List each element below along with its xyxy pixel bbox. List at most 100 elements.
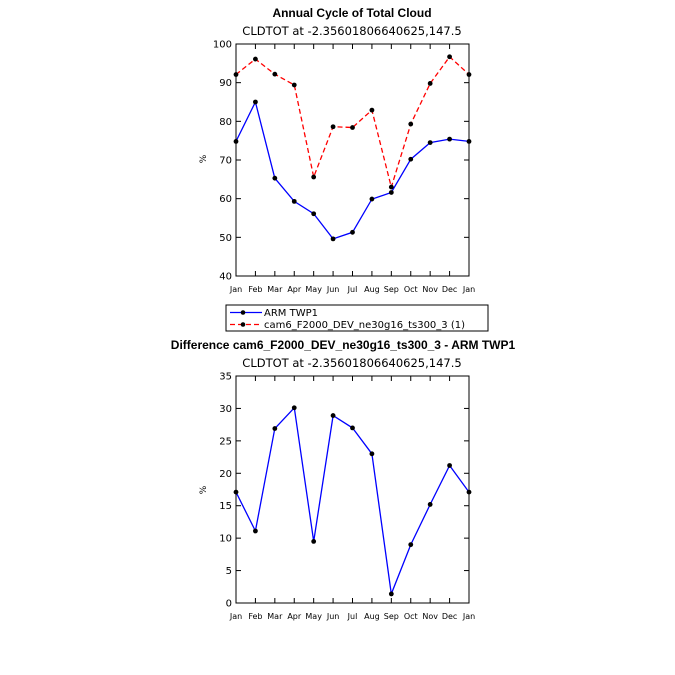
data-point [291,82,297,88]
x-tick-label: Feb [248,612,262,621]
x-tick-label: Oct [404,285,418,294]
y-tick-label: 15 [219,501,232,512]
data-point [311,538,317,544]
chart-title: Difference cam6_F2000_DEV_ne30g16_ts300_… [171,338,516,352]
x-tick-label: Aug [364,285,380,294]
legend: ARM TWP1 cam6_F2000_DEV_ne30g16_ts300_3 … [225,304,489,332]
plot-frame [235,43,470,277]
x-tick-label: Jan [462,285,475,294]
legend-label-model: cam6_F2000_DEV_ne30g16_ts300_3 (1) [264,320,465,331]
difference-chart: Difference cam6_F2000_DEV_ne30g16_ts300_… [171,338,516,621]
data-point [369,451,375,457]
data-point [272,71,278,77]
data-point [233,72,239,77]
data-point [447,136,452,142]
x-tick-label: Mar [267,285,283,294]
x-tick-label: Feb [248,285,262,294]
series-line [235,55,470,190]
data-point [388,184,394,190]
legend-box [225,304,489,332]
x-tick-label: Jan [229,612,242,621]
y-tick-label: 5 [226,566,232,577]
data-point [330,236,336,242]
y-tick-label: 25 [219,436,232,447]
y-tick-label: 40 [219,272,232,283]
data-point [330,124,336,130]
x-tick-label: Jul [347,612,358,621]
y-axis-label: % [199,154,209,163]
data-point [427,81,433,86]
x-tick-label: Jul [347,285,358,294]
x-tick-label: May [305,285,322,294]
data-point [350,229,355,235]
data-point [388,190,394,195]
x-tick-label: Nov [422,285,438,294]
x-tick-label: Dec [442,285,457,294]
data-point [311,211,317,217]
data-point [253,56,258,62]
x-tick-label: Sep [384,612,399,621]
data-point [369,107,375,113]
y-tick-label: 80 [219,117,232,128]
data-point [369,196,375,202]
data-point [233,139,239,144]
data-point [408,542,414,548]
data-point [330,413,336,418]
x-tick-label: Sep [384,285,399,294]
data-point [408,156,414,162]
series-line [235,406,470,597]
data-point [291,198,297,204]
plot-area: 0 5 10 15 20 25 30 35 Jan Feb Mar Apr May Jun Jul Aug Se… [219,372,475,622]
data-point [427,140,433,146]
x-tick-label: Oct [404,612,418,621]
data-point [447,54,452,60]
y-tick-label: 70 [219,156,232,167]
data-point [427,502,433,507]
data-point [447,463,452,468]
y-axis-label: % [199,485,209,494]
chart-subtitle: CLDTOT at -2.35601806640625,147.5 [242,24,461,38]
plot-area: 40 50 60 70 80 90 100 Jan Feb Mar Apr May Jun Jul Aug S… [213,40,475,295]
y-tick-label: 0 [226,599,232,610]
data-point [272,175,278,181]
y-tick-label: 10 [219,534,232,545]
data-point [253,528,258,534]
x-tick-label: May [305,612,322,621]
x-tick-label: Apr [287,612,302,621]
y-tick-label: 50 [219,233,232,244]
y-tick-label: 35 [219,372,232,383]
x-tick-label: Mar [267,612,283,621]
series-line [235,100,470,240]
data-point [466,489,472,495]
y-tick-label: 20 [219,469,232,480]
plot-frame [235,375,470,604]
data-point [408,121,414,127]
y-tick-label: 90 [219,78,232,89]
data-point [291,405,297,411]
x-tick-label: Jun [326,612,340,621]
y-tick-label: 100 [213,40,232,51]
x-tick-label: Aug [364,612,380,621]
x-tick-label: Dec [442,612,457,621]
data-point [388,591,394,597]
data-point [311,174,317,180]
y-tick-label: 60 [219,194,232,205]
annual-cycle-chart: Annual Cycle of Total Cloud CLDTOT at -2… [199,6,489,332]
data-point [350,425,355,431]
chart-title: Annual Cycle of Total Cloud [272,6,431,20]
data-point [272,426,278,431]
x-tick-label: Apr [287,285,302,294]
x-tick-label: Jan [229,285,242,294]
y-tick-label: 30 [219,404,232,415]
data-point [466,72,472,77]
data-point [233,489,239,495]
data-point [350,125,355,130]
x-tick-label: Jun [326,285,340,294]
chart-subtitle: CLDTOT at -2.35601806640625,147.5 [242,356,461,370]
legend-marker-model [240,322,246,327]
data-point [466,139,472,144]
x-tick-label: Nov [422,612,438,621]
legend-marker-arm [240,310,246,315]
legend-label-arm: ARM TWP1 [264,308,318,319]
